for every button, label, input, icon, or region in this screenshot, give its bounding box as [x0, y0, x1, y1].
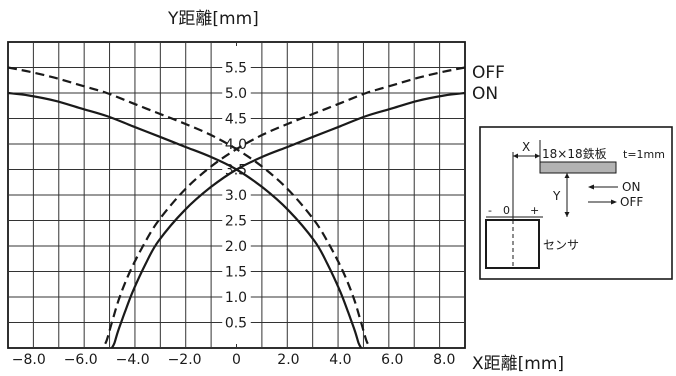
scale-zero: 0 [503, 204, 510, 217]
off-arrow-head [611, 199, 617, 205]
y-tick-label: 3.0 [225, 188, 247, 204]
y-tick-label: 2.0 [225, 239, 247, 255]
on-label: ON [622, 180, 640, 194]
series-on-curve-2 [110, 91, 466, 349]
x-dim-arrow-right [535, 153, 540, 159]
y-label-band [222, 46, 251, 344]
series-label-on: ON [472, 84, 498, 104]
y-tick-label: 0.5 [225, 316, 247, 332]
y-dim-arrow-bottom [564, 212, 570, 217]
y-axis-title: Y距離[mm] [167, 9, 259, 29]
scale-plus: + [530, 204, 539, 217]
plate-thickness-label: t=1mm [623, 148, 665, 161]
series-off-curve-1 [7, 66, 372, 349]
x-tick-label: 4.0 [329, 352, 351, 368]
scale-minus: - [488, 204, 492, 217]
plate-label: 18×18鉄板 [542, 146, 607, 161]
x-dim-label: X [522, 140, 530, 154]
series-curves [7, 66, 466, 349]
x-tick-label: 8.0 [433, 352, 455, 368]
x-tick-label: 0 [232, 352, 241, 368]
y-tick-label: 2.5 [225, 214, 247, 230]
on-arrow-head [588, 184, 594, 190]
x-axis-title: X距離[mm] [472, 354, 564, 374]
x-tick-label: 2.0 [277, 352, 299, 368]
y-tick-label: 5.5 [225, 61, 247, 77]
x-dim-arrow-left [513, 153, 518, 159]
y-tick-label: 1.0 [225, 290, 247, 306]
y-tick-label: 4.0 [225, 137, 247, 153]
x-tick-label: −4.0 [116, 352, 150, 368]
off-label: OFF [620, 195, 643, 209]
y-tick-labels: 0.51.01.52.02.53.03.54.04.55.05.5 [222, 46, 251, 344]
x-tick-label: −2.0 [168, 352, 202, 368]
x-tick-label: −6.0 [64, 352, 98, 368]
x-tick-labels: −8.0 −6.0 −4.0 −2.0 0 2.0 4.0 6.0 8.0 [12, 352, 456, 368]
y-tick-label: 4.5 [225, 112, 247, 128]
y-tick-label: 5.0 [225, 86, 247, 102]
x-tick-label: 6.0 [381, 352, 403, 368]
series-off-curve-2 [101, 66, 466, 349]
y-dim-arrow-top [564, 173, 570, 178]
steel-plate [539, 161, 617, 174]
y-dim-label: Y [552, 189, 561, 203]
x-tick-label: −8.0 [12, 352, 46, 368]
y-tick-label: 1.5 [225, 265, 247, 281]
inset-diagram: 18×18鉄板 t=1mm X Y ON OFF - 0 + センサ [479, 126, 673, 280]
series-label-off: OFF [472, 63, 505, 83]
sensor-label: センサ [543, 238, 579, 252]
